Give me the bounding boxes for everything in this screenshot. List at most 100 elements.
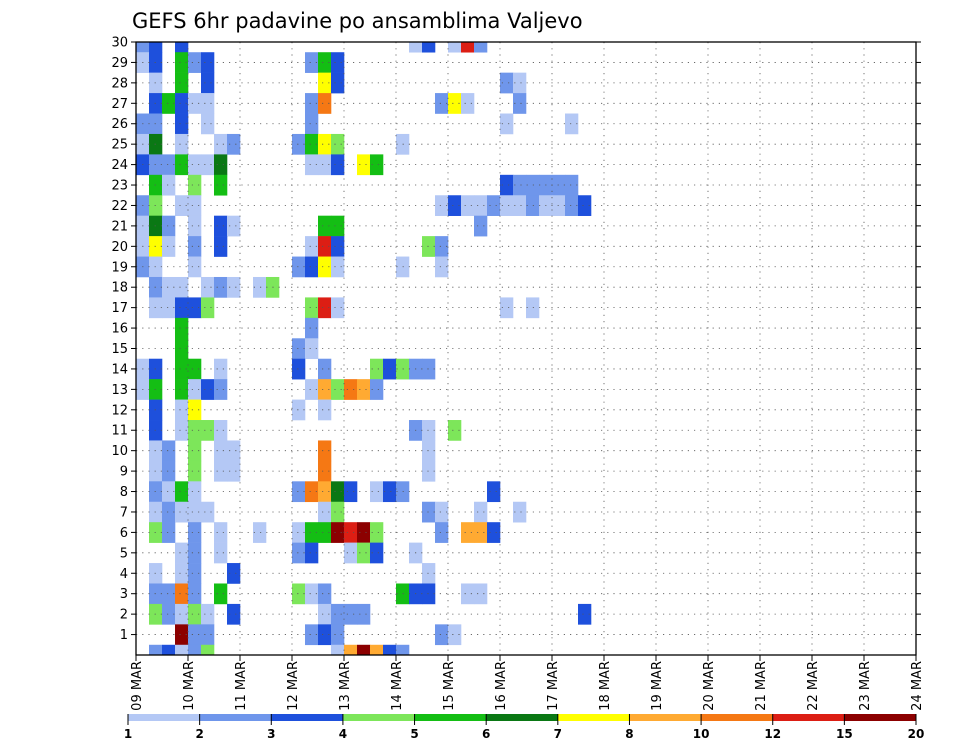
heatmap-cell xyxy=(175,420,189,441)
heatmap-cell xyxy=(162,644,176,656)
x-tick-label: 11 MAR xyxy=(234,661,249,711)
x-tick-label: 15 MAR xyxy=(442,661,457,711)
heatmap-cell xyxy=(188,542,202,564)
heatmap-cell xyxy=(149,42,163,53)
heatmap-cell xyxy=(318,460,332,482)
heatmap-cell xyxy=(292,481,306,503)
x-tick-label: 23 MAR xyxy=(858,661,873,711)
heatmap-cell xyxy=(461,42,475,53)
heatmap-cell xyxy=(227,276,241,298)
heatmap-cell xyxy=(344,542,358,564)
heatmap-cell xyxy=(162,93,176,114)
y-tick-label: 12 xyxy=(111,403,128,418)
heatmap-cell xyxy=(344,481,358,503)
colorbar-tick-label: 8 xyxy=(625,727,633,741)
colorbar-segment xyxy=(199,714,272,721)
heatmap-cell xyxy=(175,52,189,73)
colorbar-segment xyxy=(772,714,845,721)
heatmap-cell xyxy=(318,133,332,155)
heatmap-cell xyxy=(435,93,449,114)
x-tick-label: 16 MAR xyxy=(494,661,509,711)
heatmap-cell xyxy=(422,583,436,605)
x-tick-label: 14 MAR xyxy=(390,661,405,711)
heatmap-cell xyxy=(175,501,189,523)
y-tick-label: 8 xyxy=(120,485,128,500)
y-axis-ticks: 1234567891011121314151617181920212223242… xyxy=(111,36,921,643)
x-tick-label: 10 MAR xyxy=(182,661,197,711)
heatmap-cell xyxy=(318,297,332,319)
heatmap-cell xyxy=(344,522,358,543)
heatmap-cell xyxy=(188,379,202,400)
heatmap-cell xyxy=(422,501,436,523)
y-tick-label: 14 xyxy=(111,362,128,377)
y-tick-label: 28 xyxy=(111,76,128,91)
heatmap-cell xyxy=(188,358,202,380)
heatmap-cell xyxy=(162,460,176,482)
colorbar-segment xyxy=(414,714,487,721)
heatmap-cell xyxy=(305,297,319,319)
heatmap-cell xyxy=(162,297,176,319)
heatmap-cell xyxy=(305,379,319,400)
heatmap-cell xyxy=(305,583,319,605)
heatmap-cell xyxy=(513,174,527,196)
heatmap-cell xyxy=(435,236,449,257)
heatmap-cell xyxy=(175,42,189,53)
plot-frame xyxy=(135,41,917,656)
heatmap-cell xyxy=(201,276,215,298)
heatmap-cell xyxy=(149,644,163,656)
heatmap-cell xyxy=(292,522,306,543)
y-tick-label: 11 xyxy=(111,424,128,439)
heatmap-cell xyxy=(188,563,202,584)
heatmap-cell xyxy=(331,154,345,176)
y-tick-label: 6 xyxy=(120,526,128,541)
heatmap-cell xyxy=(331,256,345,278)
colorbar: 1 2 3 4 5 6 7 8 10 12 15 20 xyxy=(124,714,924,741)
heatmap-cell xyxy=(461,93,475,114)
heatmap-cell xyxy=(448,195,462,216)
heatmap-cell xyxy=(292,358,306,380)
heatmap-cell xyxy=(188,481,202,503)
heatmap-cell xyxy=(331,236,345,257)
heatmap-cell xyxy=(461,195,475,216)
heatmap-cell xyxy=(201,72,215,94)
heatmap-cell xyxy=(305,93,319,114)
heatmap-cell xyxy=(331,481,345,503)
x-tick-label: 09 MAR xyxy=(130,661,145,711)
colorbar-segment xyxy=(271,714,344,721)
heatmap-cell xyxy=(162,522,176,543)
heatmap-cell xyxy=(188,236,202,257)
y-tick-label: 9 xyxy=(120,465,128,480)
heatmap-cell xyxy=(318,215,332,237)
heatmap-cell xyxy=(500,72,514,94)
heatmap-cell xyxy=(331,644,345,656)
heatmap-cell xyxy=(448,420,462,441)
heatmap-cell xyxy=(201,501,215,523)
heatmap-cell xyxy=(565,174,579,196)
heatmap-cell xyxy=(175,481,189,503)
heatmap-cell xyxy=(357,379,371,400)
heatmap-cell xyxy=(370,542,384,564)
heatmap-cell xyxy=(578,603,592,625)
heatmap-cell xyxy=(227,215,241,237)
heatmap-cell xyxy=(175,583,189,605)
heatmap-cell xyxy=(526,297,540,319)
heatmap-cell xyxy=(175,379,189,400)
heatmap-cell xyxy=(162,215,176,237)
heatmap-cell xyxy=(175,133,189,155)
heatmap-cell xyxy=(331,501,345,523)
heatmap-cell xyxy=(305,256,319,278)
x-tick-label: 19 MAR xyxy=(650,661,665,711)
heatmap-cell xyxy=(383,644,397,656)
heatmap-cell xyxy=(175,399,189,421)
heatmap-cell xyxy=(318,52,332,73)
heatmap-cell xyxy=(214,358,228,380)
heatmap-cell xyxy=(188,174,202,196)
heatmap-cell xyxy=(188,624,202,646)
heatmap-cell xyxy=(435,256,449,278)
heatmap-cell xyxy=(357,522,371,543)
colorbar-tick-label: 4 xyxy=(339,727,347,741)
heatmap-cell xyxy=(201,52,215,73)
heatmap-cell xyxy=(214,174,228,196)
heatmap-cell xyxy=(292,256,306,278)
y-tick-label: 20 xyxy=(111,240,128,255)
